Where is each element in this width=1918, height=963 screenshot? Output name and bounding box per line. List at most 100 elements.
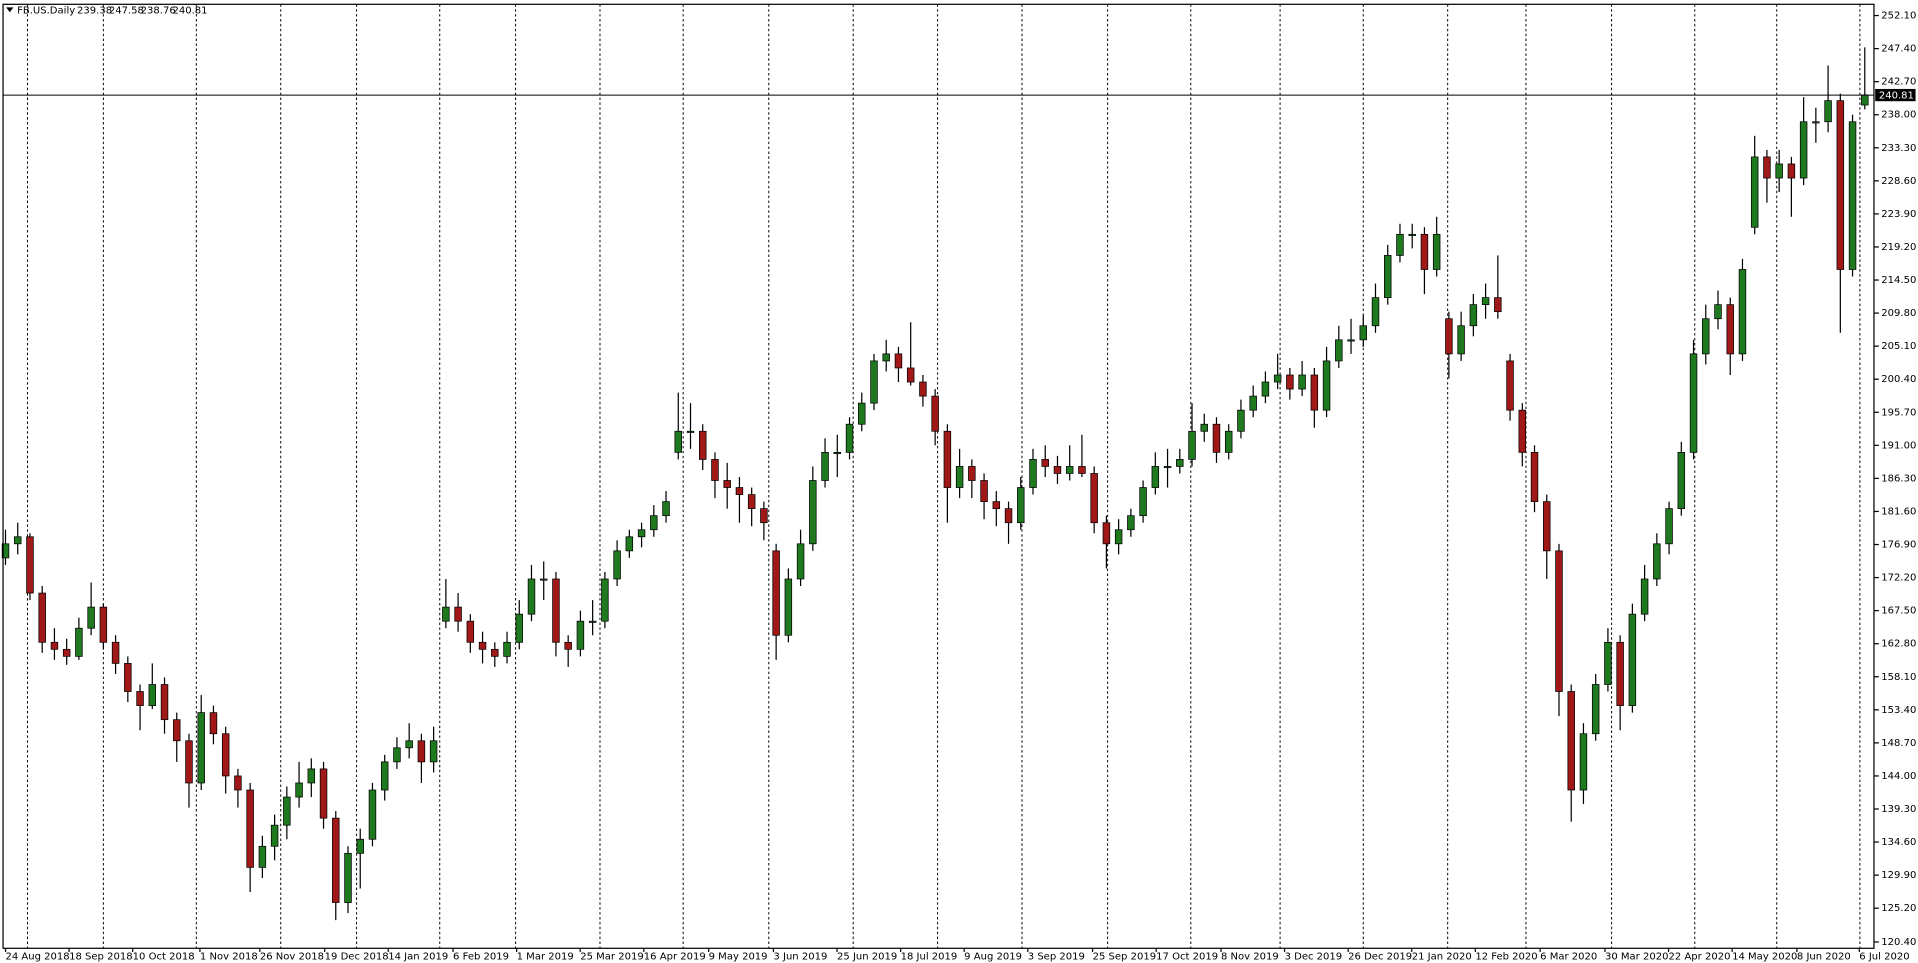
candle-body: [258, 845, 267, 868]
y-tick-label: 228.60: [1881, 176, 1916, 187]
candle-body: [601, 578, 609, 622]
candle-body: [1812, 121, 1820, 124]
candle-body: [160, 684, 169, 721]
candle-body: [1102, 522, 1111, 545]
y-tick-label: 139.30: [1881, 804, 1916, 815]
x-tick-label: 14 Jan 2019: [388, 951, 448, 962]
y-tick-label: 209.80: [1881, 308, 1916, 319]
candle-body: [1714, 304, 1722, 320]
candle-body: [576, 620, 585, 650]
candle-body: [417, 740, 426, 763]
grid-layer: [27, 4, 1861, 949]
candle-body: [711, 459, 719, 481]
x-tick-label: 17 Oct 2019: [1156, 951, 1218, 962]
candle-body: [1481, 297, 1490, 306]
plot-frame: [2, 3, 1875, 949]
candle-body: [968, 466, 976, 481]
x-tick-label: 24 Aug 2018: [6, 951, 70, 962]
candle-body: [246, 789, 254, 868]
candle-body: [1200, 423, 1208, 432]
candle-body: [1579, 733, 1588, 791]
candle-body: [1836, 100, 1845, 270]
candle-body: [1065, 466, 1074, 474]
candle-body: [62, 648, 71, 657]
menu-arrow[interactable]: [6, 7, 14, 13]
x-tick-label: 19 Dec 2018: [325, 951, 389, 962]
open-value: 239.38: [77, 5, 112, 16]
candle-body: [699, 430, 707, 460]
candle-body: [344, 852, 352, 903]
candle-body: [686, 430, 695, 433]
y-tick-label: 176.90: [1881, 540, 1916, 551]
candle-body: [674, 430, 683, 453]
candle-body: [1799, 121, 1808, 179]
candle-body: [380, 761, 389, 791]
candle-body: [894, 353, 903, 369]
y-tick-label: 148.70: [1881, 738, 1916, 749]
y-tick-label: 242.70: [1881, 77, 1916, 88]
candle-body: [50, 641, 59, 650]
candle-body: [1689, 353, 1698, 453]
candle-body: [1628, 613, 1637, 706]
candle-body: [1616, 641, 1624, 706]
x-tick-label: 1 Nov 2018: [200, 951, 258, 962]
candle-body: [1053, 466, 1062, 474]
candle-body: [870, 360, 878, 404]
candle-body: [1494, 297, 1502, 313]
candle-body: [1212, 423, 1221, 453]
current-price-box: [1875, 88, 1916, 102]
candle-body: [1041, 459, 1049, 467]
candle-body: [1763, 156, 1771, 179]
candle-body: [1653, 543, 1661, 580]
candle-body: [442, 606, 450, 622]
y-tick-label: 238.00: [1881, 110, 1916, 121]
x-tick-label: 30 Mar 2020: [1605, 951, 1669, 962]
candle-body: [637, 529, 646, 538]
x-tick-label: 25 Jun 2019: [837, 951, 897, 962]
candle-body: [75, 627, 83, 657]
y-tick-label: 162.80: [1881, 639, 1916, 650]
y-tick-label: 214.50: [1881, 275, 1916, 286]
candle-body: [1163, 466, 1172, 469]
candle-body: [992, 501, 1001, 510]
candle-body: [1420, 233, 1429, 270]
candle-body: [1506, 360, 1514, 411]
candle-body: [1004, 508, 1013, 524]
x-tick-label: 8 Nov 2019: [1221, 951, 1279, 962]
candle-body: [931, 395, 939, 432]
candle-body: [1848, 121, 1857, 270]
candle-body: [1078, 466, 1086, 474]
candle-body: [833, 452, 842, 454]
candle-body: [319, 768, 328, 819]
candle-body: [124, 663, 132, 692]
candle-body: [1371, 297, 1380, 327]
candle-body: [221, 733, 230, 777]
candle-body: [1726, 304, 1734, 355]
candle-body: [1824, 100, 1832, 123]
candle-body: [1090, 473, 1098, 524]
candle-body: [87, 606, 95, 629]
candle-body: [429, 740, 438, 763]
candle-body: [943, 430, 952, 488]
x-tick-label: 18 Sep 2018: [69, 951, 132, 962]
candle-body: [1702, 318, 1710, 355]
candle-body: [747, 494, 756, 510]
close-value: 240.81: [172, 5, 207, 16]
candle-body: [1432, 233, 1441, 270]
candle-body: [882, 353, 890, 362]
candle-body: [332, 817, 340, 903]
candle-body: [650, 515, 658, 531]
candle-body: [1176, 459, 1184, 467]
candle-body: [858, 402, 866, 425]
candle-body: [1310, 374, 1319, 411]
candle-body: [1029, 459, 1037, 488]
y-tick-label: 120.40: [1881, 937, 1916, 948]
candle-body: [1457, 325, 1465, 355]
candle-body: [368, 789, 377, 840]
x-tick-label: 9 Aug 2019: [964, 951, 1022, 962]
candle-body: [845, 423, 854, 453]
candle-body: [1408, 233, 1416, 236]
candle-body: [1286, 374, 1294, 390]
candle-body: [1591, 684, 1600, 735]
candle-body: [1249, 395, 1257, 411]
